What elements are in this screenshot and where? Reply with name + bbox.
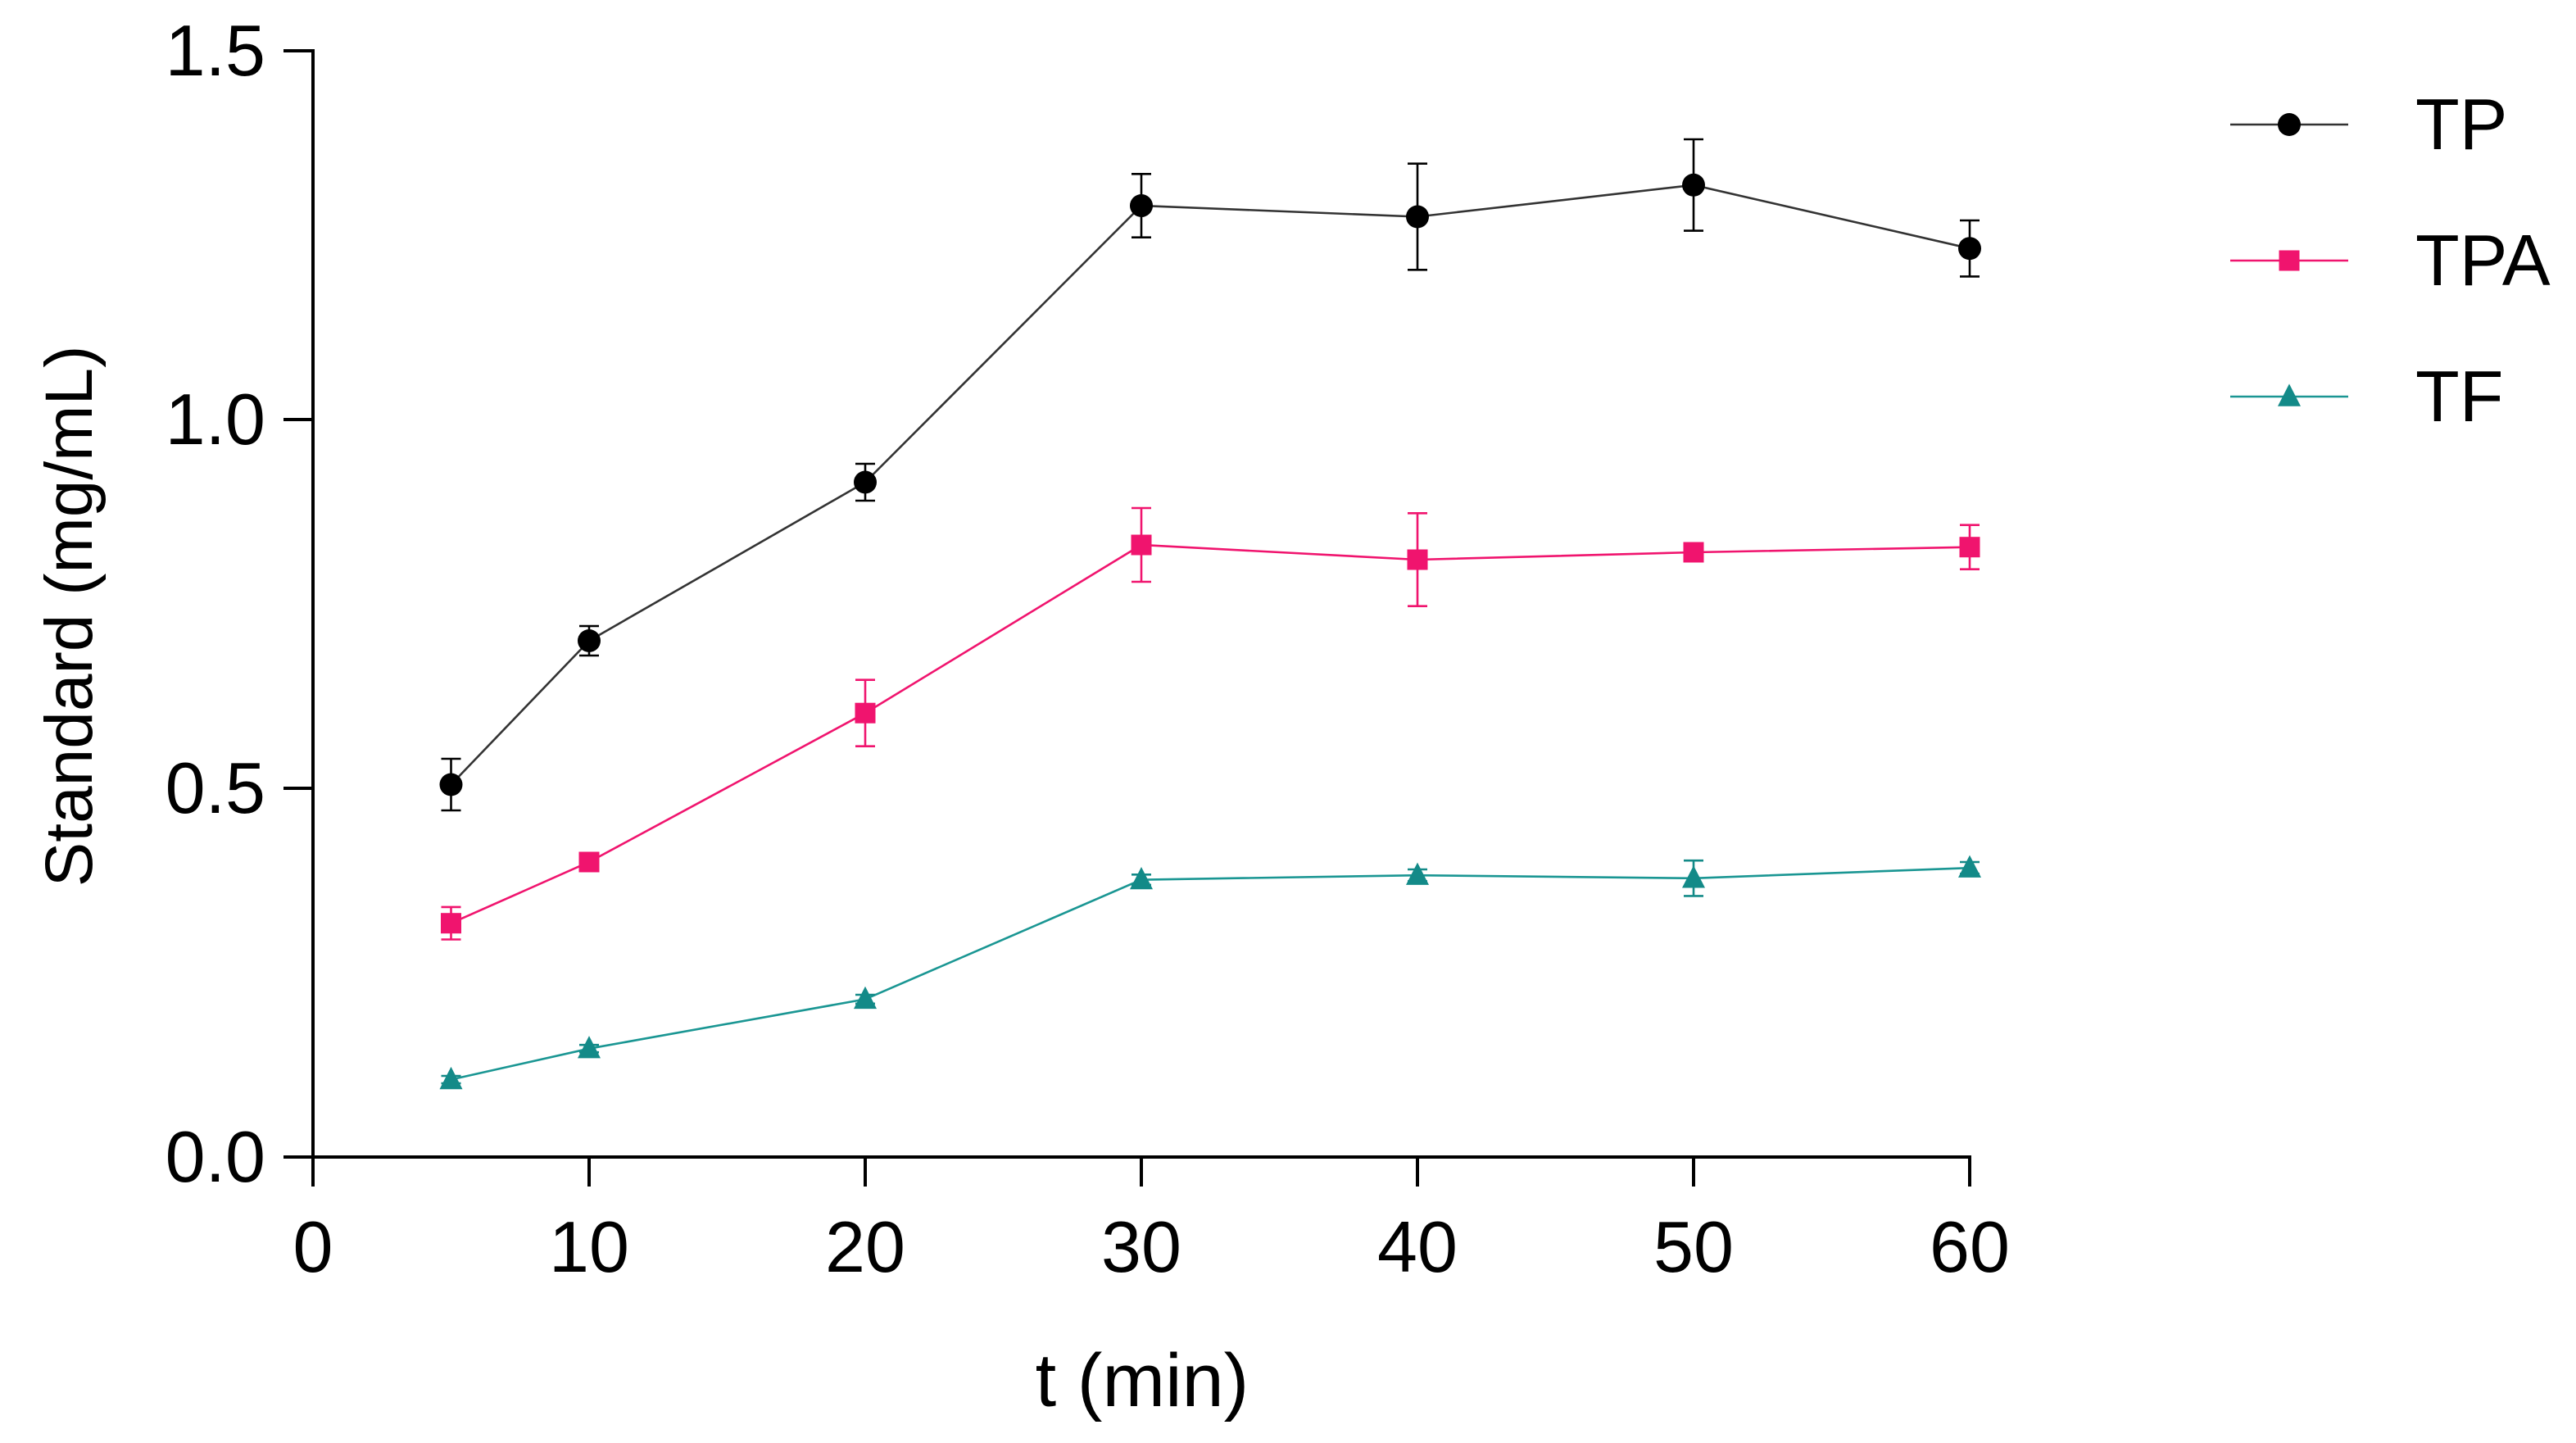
legend-marker-tpa [2279, 250, 2300, 271]
x-axis-title: t (min) [1036, 1339, 1249, 1423]
x-tick-label: 0 [293, 1206, 333, 1287]
data-point-tf [854, 986, 877, 1010]
legend: TP TPA TF [2230, 84, 2551, 437]
series-line-tf [451, 866, 1971, 1081]
data-point-tpa [1131, 534, 1152, 556]
legend-item-tp: TP [2230, 84, 2507, 165]
x-tick-label: 20 [825, 1206, 905, 1287]
series-tf [439, 855, 1981, 1090]
x-tick-label: 40 [1377, 1206, 1458, 1287]
series-line-tp [450, 184, 1971, 786]
data-point-tp [1130, 194, 1153, 217]
data-point-tf [1130, 867, 1153, 890]
y-tick-label: 0.5 [166, 747, 265, 828]
data-point-tpa [441, 913, 461, 934]
legend-label-tf: TF [2415, 356, 2504, 437]
data-point-tf [578, 1036, 601, 1059]
legend-item-tpa: TPA [2230, 220, 2551, 301]
legend-marker-tp [2278, 113, 2301, 136]
y-axis-title: Standard (mg/mL) [32, 346, 107, 887]
data-point-tf [1682, 865, 1705, 888]
x-tick-label: 50 [1653, 1206, 1734, 1287]
x-tick-label: 60 [1930, 1206, 2010, 1287]
y-tick-label: 1.0 [166, 379, 265, 460]
series-line-tpa [450, 543, 1971, 924]
series-tp [439, 138, 1981, 812]
data-point-tp [578, 629, 601, 652]
data-point-tp [1406, 205, 1429, 229]
data-point-tpa [1959, 537, 1980, 558]
data-point-tf [1958, 855, 1981, 878]
axes: 0.0 0.5 1.0 1.5 0 10 20 30 40 50 60 [166, 10, 2010, 1287]
y-tick-label: 0.0 [166, 1116, 265, 1197]
data-point-tf [1406, 862, 1429, 885]
data-point-tp [439, 773, 463, 796]
legend-item-tf: TF [2230, 356, 2504, 437]
data-point-tp [1958, 237, 1981, 261]
series-tpa [441, 506, 1980, 941]
x-tick-label: 10 [549, 1206, 629, 1287]
y-tick-label: 1.5 [166, 10, 265, 91]
legend-label-tpa: TPA [2415, 220, 2551, 301]
data-point-tp [854, 470, 877, 494]
data-point-tp [1682, 173, 1705, 197]
legend-marker-tf [2278, 383, 2301, 406]
data-point-tpa [1683, 542, 1704, 563]
legend-label-tp: TP [2415, 84, 2507, 165]
data-point-tpa [855, 702, 876, 724]
x-tick-label: 30 [1101, 1206, 1181, 1287]
data-point-tpa [1407, 549, 1428, 570]
series-layer [439, 138, 1981, 1090]
data-point-tpa [578, 851, 600, 873]
data-point-tf [439, 1066, 463, 1090]
